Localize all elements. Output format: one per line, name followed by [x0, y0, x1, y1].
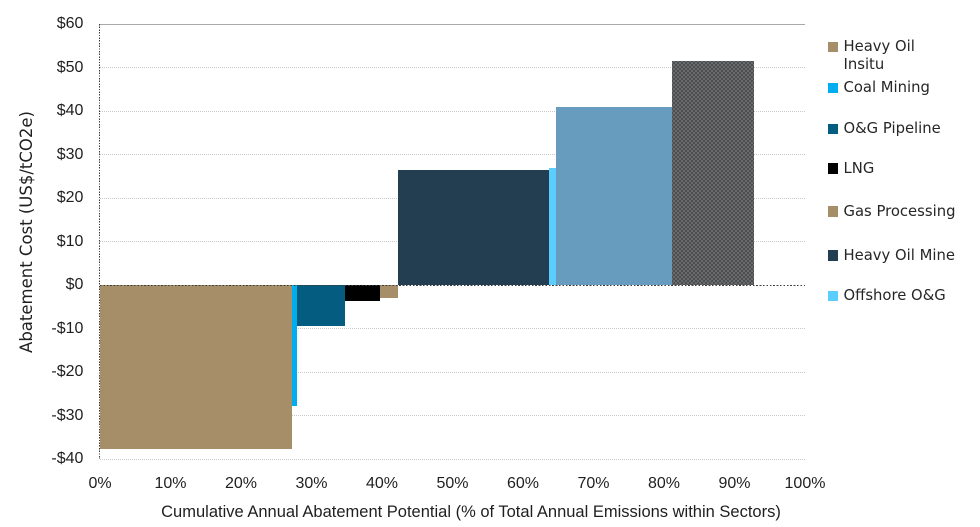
legend-label-o-g-pipeline: O&G Pipeline [843, 120, 941, 138]
bar-unlabeled-7 [556, 106, 672, 285]
bar-o-g-pipeline [296, 285, 345, 327]
gridline-50 [100, 67, 805, 68]
legend-swatch-offshore-o-g [827, 290, 838, 302]
legend-swatch-coal-mining [827, 82, 838, 94]
bar-lng [344, 285, 380, 301]
weave-fill [671, 60, 755, 285]
legend-swatch-heavy-oil-mine [827, 250, 838, 261]
bar-heavy-oil-insitu [100, 285, 292, 449]
bar-heavy-oil-mine [398, 169, 550, 285]
gridline--10 [100, 328, 805, 329]
x-tick-label-80: 80% [647, 474, 681, 492]
x-tick-label-20: 20% [224, 474, 258, 492]
y-tick-label--10: -$10 [51, 319, 84, 337]
x-tick-label-90: 90% [718, 474, 751, 492]
y-tick-label--40: -$40 [51, 450, 84, 467]
x-tick-label-50: 50% [436, 474, 469, 492]
x-tick-label-30: 30% [295, 474, 328, 492]
y-axis-line [99, 24, 100, 459]
y-tick-label-50: $50 [56, 58, 84, 76]
gridline-60 [100, 23, 805, 25]
bar-coal-mining [291, 285, 297, 406]
x-axis-title: Cumulative Annual Abatement Potential (%… [161, 502, 781, 521]
gridline--30 [100, 415, 805, 416]
y-tick-label-40: $40 [56, 102, 84, 119]
legend-swatch-o-g-pipeline [827, 123, 838, 135]
crosshatch-pattern [671, 60, 755, 285]
bar-unlabeled-8 [671, 60, 755, 285]
legend-label-heavy-oil-insitu: Heavy Oil Insitu [843, 38, 915, 73]
legend-label-lng: LNG [843, 159, 875, 177]
gridline--40 [100, 458, 805, 460]
legend-label-coal-mining: Coal Mining [843, 79, 930, 97]
x-tick-label-40: 40% [365, 474, 399, 492]
gridline-40 [100, 110, 805, 112]
legend-swatch-heavy-oil-insitu [827, 41, 838, 53]
gridline--20 [100, 371, 805, 373]
y-tick-label-10: $10 [56, 232, 84, 250]
y-tick-label-60: $60 [56, 15, 84, 32]
y-tick-label-0: $0 [65, 276, 84, 293]
zero-axis-line [100, 284, 805, 286]
legend-swatch-gas-processing [827, 206, 838, 217]
x-tick-label-0: 0% [88, 474, 112, 492]
x-tick-label-100: 100% [784, 474, 826, 492]
x-tick-label-60: 60% [506, 474, 540, 492]
x-tick-label-70: 70% [577, 474, 610, 492]
bar-offshore-o-g [549, 168, 557, 285]
legend-label-offshore-o-g: Offshore O&G [843, 287, 946, 305]
y-tick-label-30: $30 [56, 145, 84, 163]
legend-label-gas-processing: Gas Processing [843, 202, 956, 220]
legend-swatch-lng [827, 163, 838, 174]
bar-gas-processing [379, 285, 399, 299]
y-tick-label--30: -$30 [51, 406, 84, 424]
gridline-30 [100, 154, 805, 155]
legend-label-heavy-oil-mine: Heavy Oil Mine [843, 246, 955, 264]
y-tick-label-20: $20 [56, 189, 84, 206]
x-tick-label-10: 10% [154, 474, 187, 492]
y-tick-label--20: -$20 [51, 363, 84, 380]
